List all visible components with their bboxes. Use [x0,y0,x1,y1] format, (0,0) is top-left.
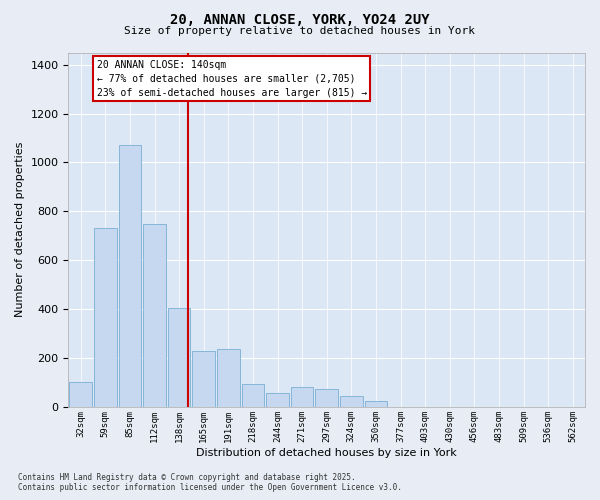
X-axis label: Distribution of detached houses by size in York: Distribution of detached houses by size … [196,448,457,458]
Bar [193,350,215,407]
Bar [70,382,92,407]
Bar [291,388,313,407]
Bar [242,384,264,407]
Bar [266,394,289,407]
Bar [365,401,387,407]
Bar [143,224,166,407]
Bar [94,228,116,407]
Text: Contains HM Land Registry data © Crown copyright and database right 2025.
Contai: Contains HM Land Registry data © Crown c… [18,473,402,492]
Bar [217,350,239,407]
Text: 20, ANNAN CLOSE, YORK, YO24 2UY: 20, ANNAN CLOSE, YORK, YO24 2UY [170,12,430,26]
Bar [316,388,338,407]
Text: Size of property relative to detached houses in York: Size of property relative to detached ho… [125,26,476,36]
Text: 20 ANNAN CLOSE: 140sqm
← 77% of detached houses are smaller (2,705)
23% of semi-: 20 ANNAN CLOSE: 140sqm ← 77% of detached… [97,60,367,98]
Bar [119,146,141,407]
Bar [168,308,190,407]
Bar [340,396,362,407]
Y-axis label: Number of detached properties: Number of detached properties [15,142,25,318]
